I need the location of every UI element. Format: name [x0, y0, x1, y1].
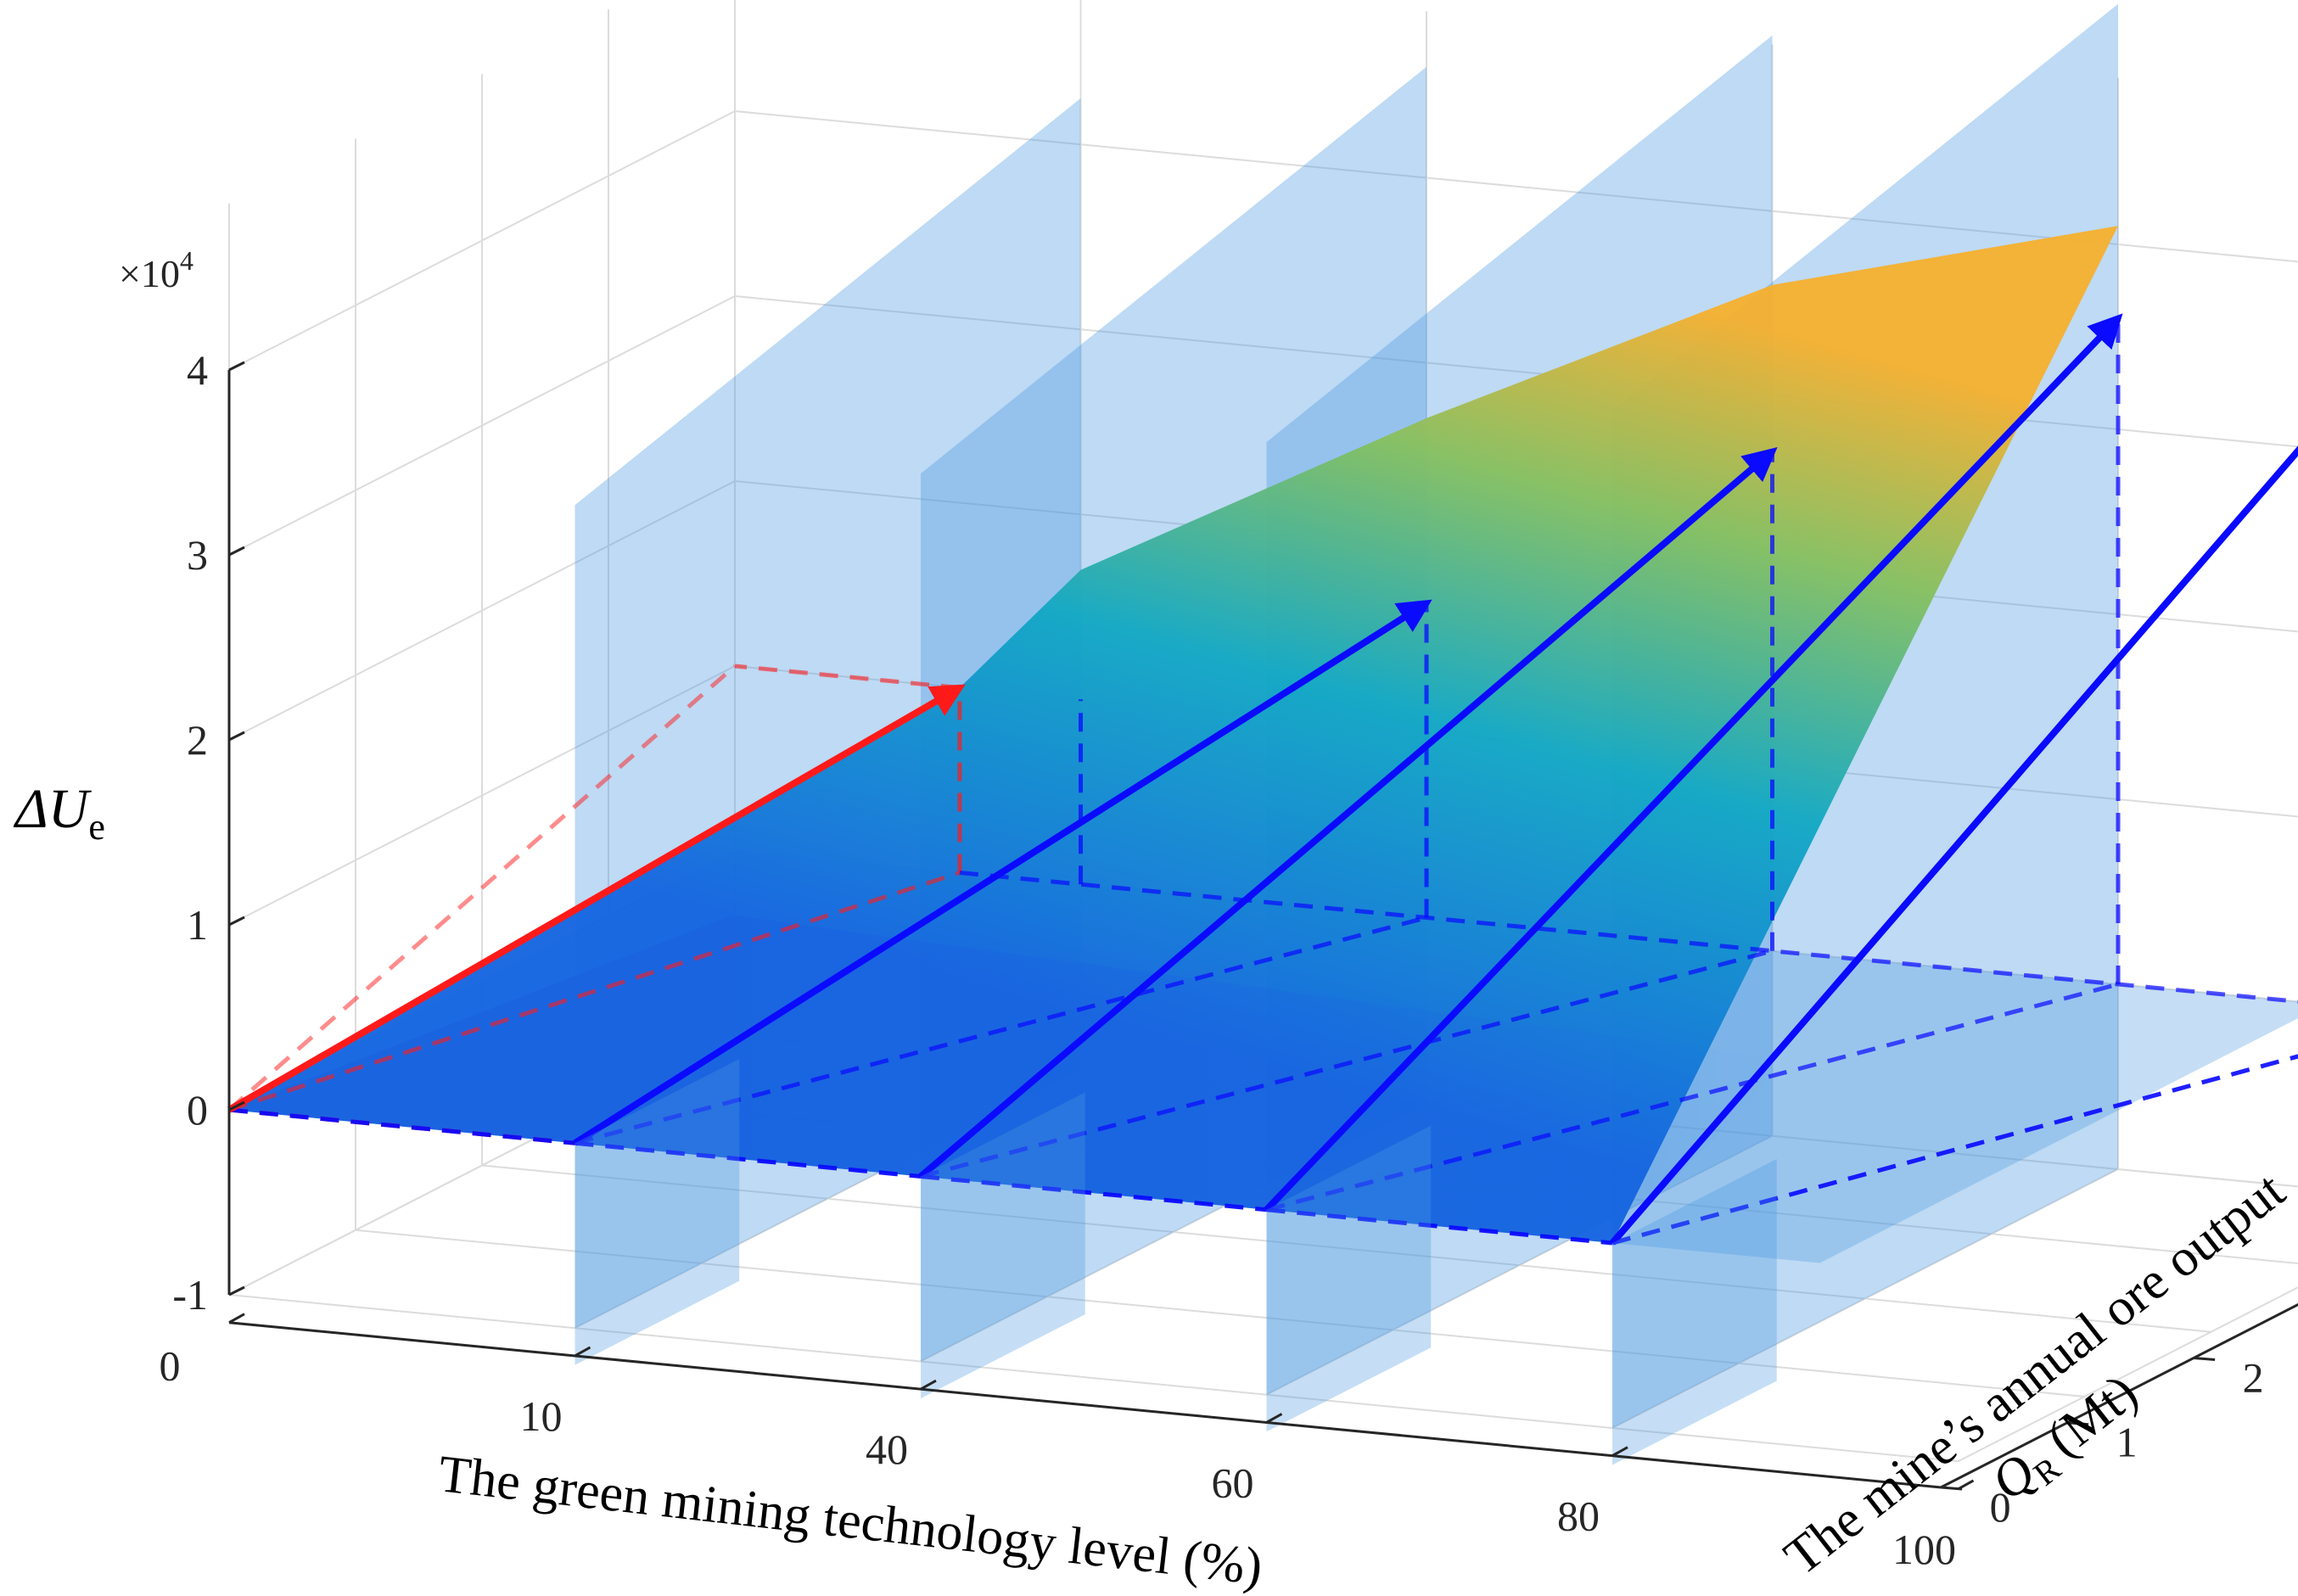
z-tick-mark [228, 1100, 245, 1112]
blue-dash-base [228, 1107, 575, 1145]
x-tick-mark [1611, 1446, 1628, 1458]
blue-dash-base [574, 1140, 922, 1179]
z-tick-label: 4 [187, 346, 208, 394]
z-tick-label: 0 [187, 1086, 208, 1134]
x-axis-line [228, 1321, 1942, 1489]
slice-plane-front [1612, 1158, 1777, 1465]
y-tick-label: 1 [2116, 1419, 2138, 1466]
z-exponent-power: 4 [180, 245, 193, 276]
x-tick-label: 40 [866, 1425, 908, 1473]
x-tick-mark [574, 1346, 591, 1358]
z-exponent: ×104 [119, 245, 193, 295]
z-axis-symbol: ΔU [13, 778, 92, 840]
slice-planes-front [574, 1059, 1777, 1465]
z-tick-label: 3 [187, 531, 208, 579]
blue-dash-back [959, 871, 2298, 1004]
grid-line-floor-y [228, 1294, 1959, 1463]
vectors [227, 313, 2298, 1246]
slice-plane-front [574, 1059, 740, 1365]
y-tick-label: 2 [2243, 1353, 2264, 1401]
red-dash-left [227, 664, 737, 1112]
tick-labels: -10123401040608010001234 [160, 346, 2264, 1573]
x-tick-label: 0 [160, 1342, 181, 1390]
x-tick-mark [1265, 1413, 1283, 1424]
blue-dash-edge [1611, 1054, 2298, 1246]
z-axis-sub: e [88, 806, 105, 848]
z-exponent-base: ×10 [119, 252, 180, 295]
y-tick-mark [2067, 1421, 2089, 1426]
blue-dash-base [920, 1174, 1267, 1212]
y-tick-mark [2194, 1356, 2216, 1361]
y-tick-mark [1941, 1486, 1963, 1491]
x-tick-label: 100 [1892, 1526, 1956, 1573]
vector-arrow [918, 446, 1778, 1179]
z-tick-mark [228, 731, 245, 742]
x-tick-label: 80 [1557, 1492, 1600, 1540]
red-dash-top [734, 664, 961, 691]
z-tick-mark [228, 916, 245, 927]
z-axis-title: ΔUe [13, 778, 105, 848]
grid-line-floor-x [1266, 1134, 1773, 1396]
x-tick-mark [1957, 1479, 1975, 1491]
vector-arrow [1264, 313, 2123, 1212]
slice-plane-front [1266, 1125, 1432, 1432]
red-dash-diag [228, 871, 961, 1112]
grid-line-back-z [734, 110, 2298, 263]
z-tick-label: 1 [187, 901, 208, 949]
vector-arrow [227, 684, 966, 1113]
z-tick-label: -1 [172, 1271, 208, 1319]
slice-plane-front [921, 1092, 1085, 1399]
x-tick-mark [228, 1313, 245, 1324]
vector-arrow [1609, 445, 2298, 1246]
blue-dash-base [1266, 1207, 1613, 1246]
vector-arrow [573, 599, 1432, 1146]
z-tick-mark [228, 1285, 245, 1296]
blue-dash-diag [920, 949, 1774, 1179]
y-tick-label: 0 [1990, 1483, 2011, 1531]
grid-line-floor-x [1958, 1286, 2298, 1463]
x-axis-title: The green mining technology level (%) [435, 1445, 1265, 1596]
blue-dash-diag [574, 916, 1427, 1145]
grid-line-floor-y [481, 1164, 2211, 1333]
z-tick-mark [228, 546, 245, 557]
x-tick-label: 60 [1212, 1459, 1254, 1506]
surface-shade [229, 915, 1790, 1243]
z-tick-label: 2 [187, 716, 208, 764]
projection-lines [227, 318, 2298, 1246]
grid-line-floor-y [355, 1229, 2085, 1397]
blue-dash-diag [1265, 982, 2119, 1212]
x-tick-mark [920, 1379, 937, 1391]
z-tick-mark [228, 361, 245, 372]
surface [229, 226, 2118, 1244]
grid-line-floor-x [1611, 1168, 2119, 1429]
x-tick-label: 10 [520, 1392, 563, 1440]
